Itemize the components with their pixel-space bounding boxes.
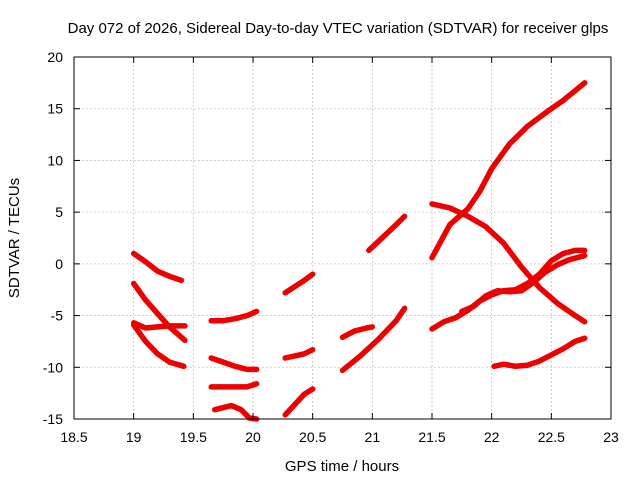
x-tick-label: 18.5 bbox=[60, 429, 87, 445]
y-tick-label: -15 bbox=[43, 411, 63, 427]
series-arc-4 bbox=[130, 322, 187, 370]
x-tick-label: 20.5 bbox=[299, 429, 326, 445]
x-tick-label: 22.5 bbox=[538, 429, 565, 445]
plot-frame bbox=[73, 56, 612, 420]
series-arc-5 bbox=[208, 308, 260, 324]
x-tick-label: 19 bbox=[126, 429, 142, 445]
y-tick-label: 20 bbox=[47, 49, 63, 65]
y-axis-label: SDTVAR / TECUs bbox=[6, 178, 23, 298]
series-arc-2 bbox=[130, 280, 188, 344]
series-arc-9 bbox=[282, 271, 316, 296]
x-tick-label: 19.5 bbox=[180, 429, 207, 445]
series-arc-7 bbox=[208, 381, 260, 390]
series-arc-16 bbox=[429, 80, 588, 261]
series-arc-10 bbox=[282, 346, 316, 361]
series-arc-3 bbox=[130, 320, 188, 331]
series-arc-14 bbox=[366, 213, 408, 254]
series-arc-13 bbox=[339, 305, 408, 374]
series-arc-18 bbox=[459, 252, 588, 315]
series-arc-11 bbox=[282, 386, 316, 418]
y-tick-label: 15 bbox=[47, 101, 63, 117]
x-tick-label: 21 bbox=[365, 429, 381, 445]
y-tick-label: 0 bbox=[55, 256, 63, 272]
x-tick-label: 22 bbox=[484, 429, 500, 445]
x-tick-label: 20 bbox=[245, 429, 261, 445]
x-axis-label: GPS time / hours bbox=[285, 458, 399, 475]
series-arc-1 bbox=[130, 250, 185, 284]
series-arc-12 bbox=[339, 324, 376, 341]
series-arc-19 bbox=[491, 335, 588, 370]
y-tick-label: 10 bbox=[47, 152, 63, 168]
series-arc-8 bbox=[212, 402, 260, 422]
grid-lines bbox=[74, 57, 611, 419]
series-arc-6 bbox=[208, 355, 260, 373]
series-arc-15 bbox=[429, 201, 588, 325]
x-tick-label: 23 bbox=[603, 429, 619, 445]
y-tick-label: 5 bbox=[55, 204, 63, 220]
y-tick-label: -10 bbox=[43, 359, 63, 375]
data-series-group bbox=[130, 80, 588, 422]
y-tick-label: -5 bbox=[51, 308, 64, 324]
axis-ticks: 18.5 19 19.5 20 20.5 21 21.5 22 22.5 23 -15 -10 -5 0 5… bbox=[43, 49, 619, 445]
chart-title: Day 072 of 2026, Sidereal Day-to-day VTE… bbox=[68, 20, 609, 37]
x-tick-label: 21.5 bbox=[418, 429, 445, 445]
